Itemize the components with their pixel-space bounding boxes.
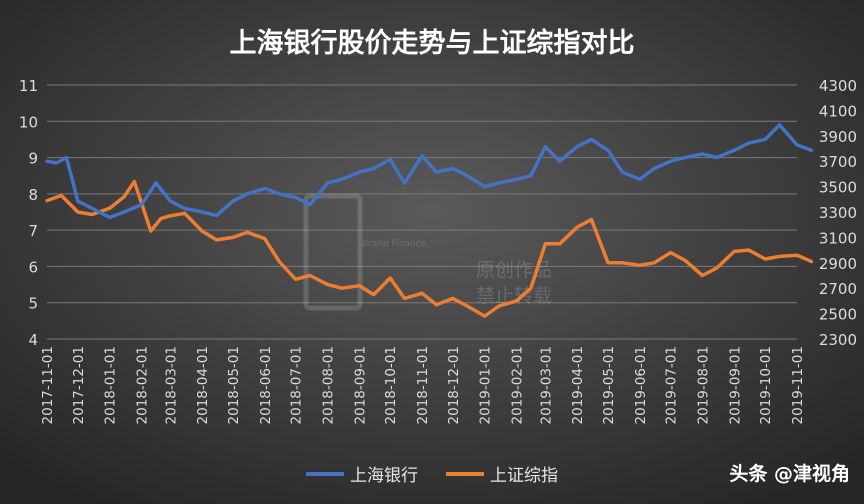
x-tick-label: 2019-08-01	[695, 346, 711, 424]
y-right-tick-label: 4100	[819, 102, 857, 120]
watermark-line1: 原创作品	[476, 259, 552, 281]
x-tick-label: 2018-03-01	[163, 346, 179, 424]
y-left-tick-label: 11	[19, 77, 38, 95]
y-right-tick-label: 2900	[819, 255, 857, 273]
x-tick-label: 2019-02-01	[510, 346, 526, 424]
watermark: Brand Finance 原创作品 禁止转载	[303, 193, 552, 311]
legend: 上海银行 上证综指	[306, 466, 558, 486]
y-right-tick-label: 3700	[819, 153, 857, 171]
x-tick-label: 2017-11-01	[40, 346, 56, 424]
legend-label-shanghai-bank: 上海银行	[350, 466, 418, 486]
x-tick-label: 2019-03-01	[538, 346, 554, 424]
x-tick-label: 2018-04-01	[195, 346, 211, 424]
legend-label-sse-composite: 上证综指	[490, 466, 558, 486]
x-tick-label: 2019-05-01	[601, 346, 617, 424]
y-right-tick-label: 4300	[819, 77, 857, 95]
x-tick-label: 2018-06-01	[258, 346, 274, 424]
credit-text: 头条 @津视角	[729, 462, 850, 485]
x-tick-label: 2019-01-01	[478, 346, 494, 424]
x-tick-label: 2018-10-01	[383, 346, 399, 424]
y-right-tick-label: 3100	[819, 229, 857, 247]
chart-title: 上海银行股价走势与上证综指对比	[230, 27, 635, 59]
x-tick-label: 2019-04-01	[570, 346, 586, 424]
x-axis: 2017-11-01 2017-12-01 2018-01-01 2018-02-01…	[40, 346, 806, 424]
y-left-tick-label: 9	[28, 150, 38, 168]
x-tick-label: 2018-01-01	[103, 346, 119, 424]
x-tick-label: 2018-08-01	[320, 346, 336, 424]
y-right-tick-label: 3500	[819, 179, 857, 197]
x-tick-label: 2017-12-01	[71, 346, 87, 424]
watermark-brand: Brand Finance	[362, 239, 427, 249]
y-left-tick-label: 4	[28, 331, 38, 349]
series-line-shanghai-bank	[45, 123, 814, 220]
x-tick-label: 2018-07-01	[289, 346, 305, 424]
y-right-tick-label: 2500	[819, 306, 857, 324]
series-lines	[45, 123, 814, 318]
x-tick-label: 2019-07-01	[664, 346, 680, 424]
x-tick-label: 2018-09-01	[352, 346, 368, 424]
x-tick-label: 2018-12-01	[446, 346, 462, 424]
x-tick-label: 2019-06-01	[633, 346, 649, 424]
y-left-tick-label: 6	[28, 258, 38, 276]
series-line-sse-composite	[45, 179, 814, 318]
watermark-logo-icon	[303, 193, 363, 311]
y-left-tick-label: 5	[28, 295, 38, 313]
y-right-tick-label: 3300	[819, 204, 857, 222]
x-tick-label: 2018-11-01	[415, 346, 431, 424]
y-axis-right: 4300 4100 3900 3700 3500 3300 3100 2900 2700 2500…	[819, 77, 857, 349]
y-left-tick-label: 7	[28, 222, 38, 240]
y-right-tick-label: 3900	[819, 128, 857, 146]
x-tick-label: 2019-10-01	[758, 346, 774, 424]
y-axis-left: 11 10 9 8 7 6 5 4	[19, 77, 38, 349]
watermark-line2: 禁止转载	[476, 285, 552, 307]
y-left-tick-label: 10	[19, 113, 38, 131]
x-tick-label: 2018-05-01	[226, 346, 242, 424]
y-right-tick-label: 2300	[819, 331, 857, 349]
y-left-tick-label: 8	[28, 186, 38, 204]
x-tick-label: 2019-11-01	[790, 346, 806, 424]
x-tick-label: 2018-02-01	[135, 346, 151, 424]
y-right-tick-label: 2700	[819, 280, 857, 298]
x-tick-label: 2019-09-01	[727, 346, 743, 424]
